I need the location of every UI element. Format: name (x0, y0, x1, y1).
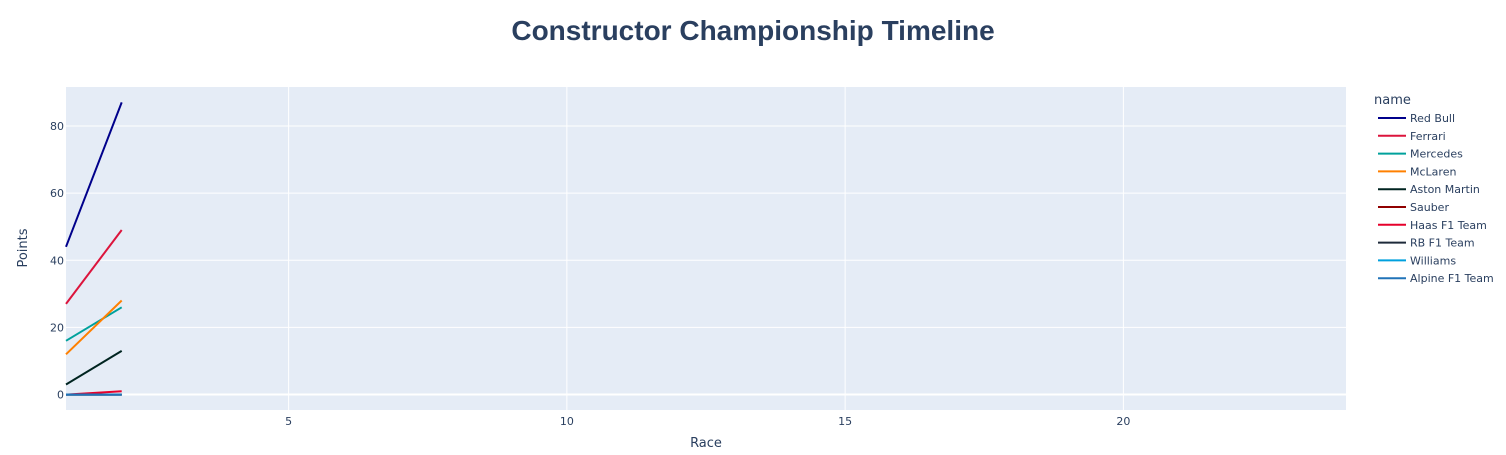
legend-label: Aston Martin (1410, 183, 1480, 196)
series-line-red-bull (65, 102, 123, 248)
legend-label: McLaren (1410, 165, 1456, 178)
series-line-mclaren (65, 299, 123, 356)
y-tick-label: 60 (50, 187, 64, 200)
x-axis-title: Race (690, 436, 722, 451)
legend-item-sauber[interactable]: Sauber (1378, 201, 1449, 214)
legend-label: RB F1 Team (1410, 237, 1475, 250)
legend[interactable]: name Red Bull Ferrari Mercedes McLaren Aston… (1374, 93, 1494, 285)
series-lines (65, 102, 123, 396)
legend-label: Haas F1 Team (1410, 219, 1487, 232)
legend-item-ferrari[interactable]: Ferrari (1378, 130, 1446, 143)
legend-item-aston-martin[interactable]: Aston Martin (1378, 183, 1480, 196)
series-line-aston-martin (65, 350, 123, 386)
legend-label: Ferrari (1410, 130, 1446, 143)
legend-label: Sauber (1410, 201, 1449, 214)
chart-title: Constructor Championship Timeline (511, 15, 994, 46)
plot-area (66, 87, 1346, 410)
y-tick-label: 20 (50, 321, 64, 334)
legend-items[interactable]: Red Bull Ferrari Mercedes McLaren Aston Mart… (1378, 112, 1494, 285)
x-tick-label: 15 (838, 415, 852, 428)
grid (66, 87, 1346, 410)
y-tick-label: 0 (57, 389, 64, 402)
legend-item-alpine-f1-team[interactable]: Alpine F1 Team (1378, 272, 1494, 285)
y-tick-label: 80 (50, 120, 64, 133)
legend-item-mclaren[interactable]: McLaren (1378, 165, 1456, 178)
legend-label: Williams (1410, 254, 1456, 267)
legend-label: Mercedes (1410, 148, 1463, 161)
y-tick-label: 40 (50, 254, 64, 267)
legend-label: Red Bull (1410, 112, 1455, 125)
tick-labels: 5 10 15 20 0 20 40 60 80 (50, 120, 1130, 428)
legend-label: Alpine F1 Team (1410, 272, 1494, 285)
legend-item-haas-f1-team[interactable]: Haas F1 Team (1378, 219, 1487, 232)
legend-item-red-bull[interactable]: Red Bull (1378, 112, 1455, 125)
legend-item-mercedes[interactable]: Mercedes (1378, 148, 1463, 161)
x-tick-label: 5 (285, 415, 292, 428)
series-line-mercedes (65, 306, 123, 342)
x-tick-label: 20 (1116, 415, 1130, 428)
legend-item-williams[interactable]: Williams (1378, 254, 1456, 267)
y-axis-title: Points (16, 228, 31, 267)
legend-title: name (1374, 93, 1411, 108)
legend-item-rb-f1-team[interactable]: RB F1 Team (1378, 237, 1475, 250)
x-tick-label: 10 (560, 415, 574, 428)
series-line-ferrari (65, 229, 123, 305)
